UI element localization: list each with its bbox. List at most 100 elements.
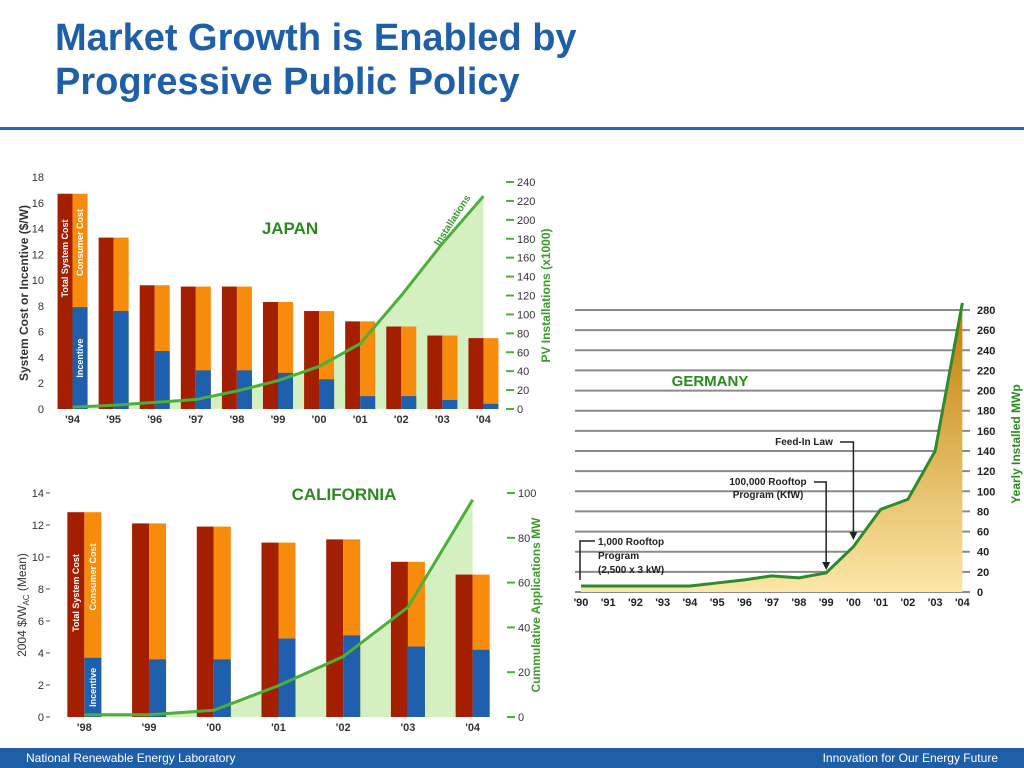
y-tick-label: 60 bbox=[977, 527, 989, 539]
y-tick-label: 140 bbox=[977, 446, 995, 458]
slide-title-line2: Progressive Public Policy bbox=[55, 61, 520, 103]
y-tick-label: 280 bbox=[977, 305, 995, 317]
slide-title: Market Growth is Enabled by Progressive … bbox=[55, 16, 577, 104]
bar-incentive bbox=[483, 403, 499, 409]
y-tick-label: 240 bbox=[977, 345, 995, 357]
bar-label-total-system-cost: Total System Cost bbox=[60, 220, 70, 298]
bar-total-system-cost bbox=[427, 335, 443, 409]
y-tick-label: 10 bbox=[32, 275, 44, 287]
y-tick-label: 180 bbox=[977, 406, 995, 418]
x-tick-label: '02 bbox=[336, 722, 351, 734]
x-tick-label: '00 bbox=[312, 414, 327, 426]
bar-incentive bbox=[72, 307, 88, 409]
bar-incentive bbox=[472, 649, 490, 717]
y-tick-label: 220 bbox=[977, 365, 995, 377]
bar-incentive bbox=[319, 379, 335, 409]
bar-consumer-cost bbox=[360, 321, 376, 409]
annotation-bracket bbox=[840, 441, 855, 535]
y2-tick-label: 80 bbox=[518, 533, 530, 545]
y2-tick-label: 160 bbox=[517, 253, 535, 265]
y-tick-label: 4 bbox=[38, 648, 44, 660]
x-tick-label: '95 bbox=[106, 414, 121, 426]
y-tick-label: 80 bbox=[977, 506, 989, 518]
bar-incentive bbox=[278, 638, 296, 717]
x-tick-label: '91 bbox=[601, 597, 616, 609]
footer-tagline: Innovation for Our Energy Future bbox=[822, 751, 998, 765]
bar-incentive bbox=[360, 396, 376, 409]
x-tick-label: '90 bbox=[574, 597, 589, 609]
bar-total-system-cost bbox=[221, 286, 237, 409]
annotation-bracket bbox=[814, 481, 827, 565]
y-tick-label: 0 bbox=[38, 404, 44, 416]
x-tick-label: '00 bbox=[846, 597, 861, 609]
x-tick-label: '03 bbox=[400, 722, 415, 734]
chart-title: JAPAN bbox=[262, 219, 318, 238]
bar-incentive bbox=[278, 372, 293, 409]
y-tick-label: 0 bbox=[38, 712, 44, 724]
x-tick-label: '99 bbox=[271, 414, 286, 426]
y2-tick-label: 120 bbox=[517, 291, 535, 303]
x-tick-label: '98 bbox=[77, 722, 92, 734]
x-tick-label: '04 bbox=[955, 597, 971, 609]
x-tick-label: '03 bbox=[928, 597, 943, 609]
bar-total-system-cost bbox=[67, 512, 85, 717]
bar-incentive bbox=[442, 399, 458, 409]
y-tick-label: 20 bbox=[977, 567, 989, 579]
bar-label-total-system-cost: Total System Cost bbox=[71, 554, 81, 632]
bar-label-incentive: Incentive bbox=[88, 668, 98, 707]
y-tick-label: 4 bbox=[38, 352, 44, 364]
y2-tick-label: 240 bbox=[517, 177, 535, 189]
y-tick-label: 2 bbox=[38, 378, 44, 390]
x-tick-label: '97 bbox=[764, 597, 779, 609]
bar-total-system-cost bbox=[132, 523, 150, 717]
bar-incentive bbox=[343, 635, 361, 717]
x-tick-label: '96 bbox=[737, 597, 752, 609]
bar-total-system-cost bbox=[455, 574, 473, 717]
x-tick-label: '93 bbox=[655, 597, 670, 609]
bar-incentive bbox=[113, 311, 129, 409]
title-divider bbox=[0, 127, 1024, 130]
x-tick-label: '99 bbox=[819, 597, 834, 609]
bar-incentive bbox=[213, 659, 231, 717]
x-tick-label: '03 bbox=[435, 414, 450, 426]
bar-consumer-cost bbox=[483, 338, 499, 409]
footer-org: National Renewable Energy Laboratory bbox=[26, 751, 236, 765]
x-tick-label: '04 bbox=[476, 414, 492, 426]
y2-tick-label: 140 bbox=[517, 272, 535, 284]
x-tick-label: '92 bbox=[628, 597, 643, 609]
annotation-text: Program (KfW) bbox=[733, 490, 804, 501]
y-tick-label: 0 bbox=[977, 587, 983, 599]
y-axis-label: 2004 $/WAC (Mean) bbox=[15, 553, 31, 657]
y2-axis-label: Cummulative Applications MW bbox=[529, 517, 543, 693]
annotation-text: 1,000 Rooftop bbox=[598, 537, 664, 548]
bar-label-incentive: Incentive bbox=[75, 339, 85, 378]
y2-tick-label: 200 bbox=[517, 215, 535, 227]
y-tick-label: 18 bbox=[32, 172, 44, 184]
y-tick-label: 14 bbox=[32, 488, 44, 500]
y-tick-label: 14 bbox=[32, 224, 44, 236]
bar-total-system-cost bbox=[326, 539, 344, 717]
y2-tick-label: 60 bbox=[517, 347, 529, 359]
chart-title: GERMANY bbox=[672, 373, 749, 390]
annotation-text: Program bbox=[598, 551, 639, 562]
y-tick-label: 120 bbox=[977, 466, 995, 478]
x-tick-label: '98 bbox=[792, 597, 807, 609]
bar-incentive bbox=[154, 351, 170, 409]
x-tick-label: '94 bbox=[683, 597, 699, 609]
y2-tick-label: 20 bbox=[517, 385, 529, 397]
y-tick-label: 6 bbox=[38, 327, 44, 339]
x-tick-label: '96 bbox=[147, 414, 162, 426]
y-tick-label: 260 bbox=[977, 325, 995, 337]
germany-area bbox=[581, 302, 963, 592]
y-axis-label: Yearly Installed MWp bbox=[1009, 384, 1023, 503]
y2-tick-label: 0 bbox=[518, 712, 524, 724]
y2-tick-label: 100 bbox=[517, 309, 535, 321]
bar-label-consumer-cost: Consumer Cost bbox=[75, 209, 85, 276]
x-tick-label: '95 bbox=[710, 597, 725, 609]
annotation-text: 100,000 Rooftop bbox=[729, 477, 806, 488]
bar-incentive bbox=[407, 646, 425, 717]
x-tick-label: '98 bbox=[229, 414, 244, 426]
x-tick-label: '01 bbox=[873, 597, 888, 609]
bar-consumer-cost bbox=[442, 335, 458, 409]
installations-line bbox=[84, 498, 474, 717]
